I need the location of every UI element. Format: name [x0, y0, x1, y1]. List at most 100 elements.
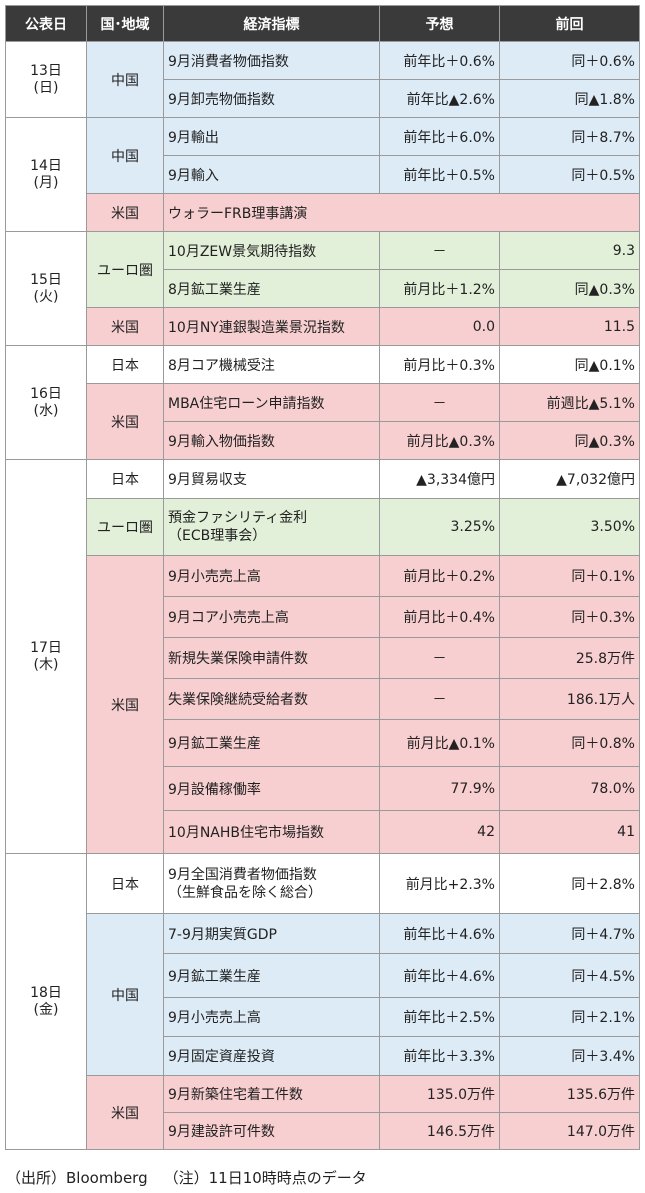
- table-row: 9月コア小売売上高 前月比＋0.4% 同＋0.3%: [6, 596, 640, 638]
- table-row: 14日 (月) 中国 9月輸出 前年比＋6.0% 同＋8.7%: [5, 117, 640, 232]
- indicator-text: 9月消費者物価指数: [168, 53, 289, 70]
- indicator-cell: 9月建設許可件数: [163, 1112, 380, 1150]
- region-cell: 中国: [86, 117, 164, 194]
- date-weekday: (木): [33, 656, 59, 673]
- table-row: 9月輸入 前年比＋0.5% 同＋0.5%: [6, 155, 640, 194]
- indicator-text: 9月設備稼働率: [168, 781, 261, 798]
- date-day: 17日: [30, 639, 62, 656]
- forecast-cell: 前月比＋0.4%: [379, 596, 500, 638]
- indicator-cell: 9月小売売上高: [163, 997, 380, 1037]
- indicator-text: 失業保険継続受給者数: [168, 692, 308, 708]
- forecast-cell: 3.25%: [379, 498, 500, 556]
- indicator-cell: 10月NY連銀製造業景況指数: [163, 307, 380, 346]
- table-row: 9月鉱工業生産 前年比＋4.6% 同＋4.5%: [6, 953, 640, 998]
- indicator-cell: 9月貿易収支: [163, 459, 380, 499]
- indicator-text: 9月輸出: [168, 129, 219, 146]
- previous-cell: 135.6万件: [499, 1075, 640, 1113]
- previous-cell: 同▲0.3%: [499, 421, 640, 460]
- date-day: 13日: [30, 62, 62, 79]
- table-row: 17日 (木) 日本 9月貿易収支 ▲3,334億円 ▲7,032億円: [5, 459, 640, 854]
- region-cell: ユーロ圏: [86, 231, 164, 308]
- previous-cell: 同＋0.1%: [499, 555, 640, 597]
- forecast-cell: ▲3,334億円: [379, 459, 500, 499]
- previous-cell: 78.0%: [499, 766, 640, 811]
- table-row: 米国 ウォラーFRB理事講演: [6, 193, 640, 232]
- calendar-body: 13日 (日) 中国 9月消費者物価指数 前年比＋0.6% 同＋0.6% 9月卸売物価指数前…: [5, 41, 640, 1150]
- indicator-cell: 9月卸売物価指数: [163, 79, 380, 118]
- region-cell: 米国: [86, 307, 164, 346]
- indicator-cell: 9月設備稼働率: [163, 766, 380, 811]
- table-row: 13日 (日) 中国 9月消費者物価指数 前年比＋0.6% 同＋0.6%: [5, 41, 640, 118]
- indicator-text: 9月固定資産投資: [168, 1049, 275, 1065]
- forecast-cell: 77.9%: [379, 766, 500, 811]
- previous-cell: ▲7,032億円: [499, 459, 640, 499]
- indicator-cell: 9月輸出: [163, 117, 380, 156]
- indicator-text: ウォラーFRB理事講演: [168, 205, 308, 222]
- table-row: 9月設備稼働率 77.9% 78.0%: [6, 766, 640, 811]
- previous-cell: 186.1万人: [499, 678, 640, 720]
- indicator-cell: 8月コア機械受注: [163, 345, 380, 384]
- forecast-cell: －: [379, 637, 500, 679]
- forecast-cell: 前年比＋0.5%: [379, 155, 500, 194]
- previous-cell: 同＋2.8%: [499, 853, 640, 914]
- previous-cell: 同▲0.1%: [499, 345, 640, 384]
- indicator-text: 10月NY連銀製造業景況指数: [168, 319, 345, 336]
- indicator-text: 10月ZEW景気期待指数: [168, 243, 317, 260]
- previous-cell: 同＋0.3%: [499, 596, 640, 638]
- date-weekday: (水): [33, 402, 59, 419]
- previous-cell: 同＋3.4%: [499, 1036, 640, 1076]
- forecast-cell: 前年比＋2.5%: [379, 997, 500, 1037]
- indicator-cell: 9月輸入: [163, 155, 380, 194]
- indicator-text: 9月鉱工業生産: [168, 736, 261, 752]
- economic-calendar-table: 公表日 国･地域 経済指標 予想 前回 13日 (日) 中国 9月消費者物価指数 前年比…: [5, 5, 640, 1150]
- header-indicator: 経済指標: [163, 5, 380, 42]
- indicator-text: 9月卸売物価指数: [168, 91, 275, 108]
- date-cell: 15日 (火): [5, 231, 87, 346]
- table-row: 中国 7-9月期実質GDP 前年比＋4.6% 同＋4.7%: [6, 913, 640, 1076]
- region-cell: 米国: [86, 193, 164, 232]
- region-cell: ユーロ圏: [86, 498, 164, 556]
- date-weekday: (月): [33, 174, 59, 191]
- indicator-cell: 9月輸入物価指数: [163, 421, 380, 460]
- date-cell: 14日 (月): [5, 117, 87, 232]
- header-region: 国･地域: [86, 5, 164, 42]
- table-row: 新規失業保険申請件数 － 25.8万件: [6, 637, 640, 679]
- table-row: 18日 (金) 日本 9月全国消費者物価指数 （生鮮食品を除く総合） 前月比+2.3% 同…: [5, 853, 640, 1150]
- indicator-cell: 7-9月期実質GDP: [163, 913, 380, 954]
- table-row: ユーロ圏 預金ファシリティ金利 （ECB理事会） 3.25% 3.50%: [6, 498, 640, 556]
- forecast-cell: 42: [379, 810, 500, 854]
- footer-note: （出所）Bloomberg （注）11日10時時点のデータ: [6, 1167, 367, 1188]
- indicator-text: 10月NAHB住宅市場指数: [168, 825, 324, 841]
- region-cell: 中国: [86, 41, 164, 118]
- table-row: 米国 9月小売売上高 前月比＋0.2% 同＋0.1%: [6, 555, 640, 854]
- date-weekday: (火): [33, 288, 59, 305]
- date-day: 15日: [30, 271, 62, 288]
- previous-cell: 同＋0.5%: [499, 155, 640, 194]
- forecast-cell: 0.0: [379, 307, 500, 346]
- forecast-cell: 135.0万件: [379, 1075, 500, 1113]
- table-row: 米国 9月新築住宅着工件数 135.0万件 135.6万件: [6, 1075, 640, 1150]
- indicator-text: 9月小売売上高: [168, 1010, 261, 1026]
- forecast-cell: 前年比＋6.0%: [379, 117, 500, 156]
- indicator-text: 9月建設許可件数: [168, 1124, 275, 1140]
- region-cell: 米国: [86, 1075, 164, 1150]
- indicator-cell: 失業保険継続受給者数: [163, 678, 380, 720]
- footer-source: （出所）Bloomberg: [6, 1169, 148, 1187]
- previous-cell: 同▲1.8%: [499, 79, 640, 118]
- date-day: 16日: [30, 385, 62, 402]
- header-forecast: 予想: [379, 5, 500, 42]
- table-row: 米国 10月NY連銀製造業景況指数 0.0 11.5: [6, 307, 640, 346]
- indicator-text: 7-9月期実質GDP: [168, 926, 277, 943]
- table-row: 9月鉱工業生産 前月比▲0.1% 同＋0.8%: [6, 719, 640, 767]
- date-weekday: (金): [33, 1001, 59, 1018]
- forecast-cell: 前年比＋4.6%: [379, 913, 500, 954]
- region-cell: 中国: [86, 913, 164, 1076]
- indicator-cell: 新規失業保険申請件数: [163, 637, 380, 679]
- table-row: 15日 (火) ユーロ圏 10月ZEW景気期待指数－ 9.3: [5, 231, 640, 346]
- region-cell: 日本: [86, 853, 164, 914]
- table-row: 米国 MBA住宅ローン申請指数 －前週比▲5.1%: [6, 383, 640, 460]
- indicator-cell: 9月小売売上高: [163, 555, 380, 597]
- date-weekday: (日): [33, 79, 59, 96]
- date-day: 14日: [30, 157, 62, 174]
